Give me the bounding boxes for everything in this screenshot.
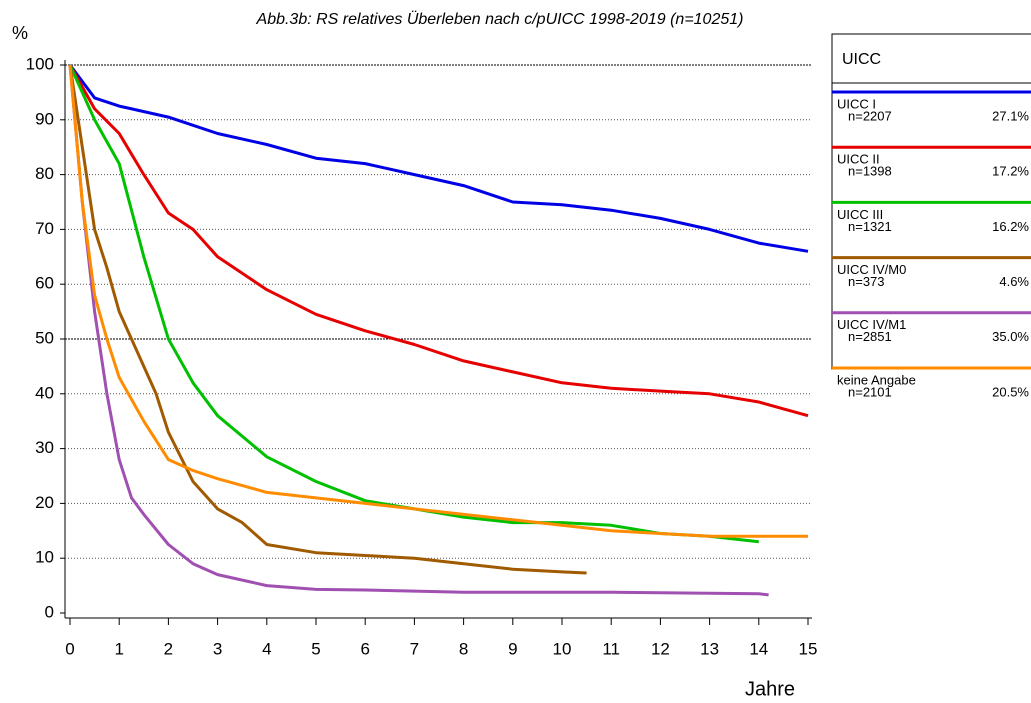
x-tick-label: 4 [262,639,271,658]
x-tick-label: 0 [65,639,74,658]
x-tick-label: 10 [553,639,572,658]
y-tick-label: 80 [35,164,54,183]
legend-count: n=2101 [848,384,892,399]
y-tick-label: 10 [35,548,54,567]
y-tick-label: 100 [26,54,54,73]
series-line [68,64,587,575]
y-tick-label: 50 [35,328,54,347]
legend-share: 35.0% [992,329,1029,344]
legend-share: 4.6% [999,274,1029,289]
x-tick-label: 5 [311,639,320,658]
x-tick-label: 2 [164,639,173,658]
y-tick-label: 20 [35,493,54,512]
legend-share: 20.5% [992,384,1029,399]
x-axis-label: Jahre [745,678,795,700]
legend-label: keine Angabe [837,372,916,387]
series-line [68,64,808,538]
y-tick-label: 60 [35,274,54,293]
legend-label: UICC III [837,207,883,222]
legend-count: n=1321 [848,219,892,234]
y-axis-label: % [12,23,28,43]
y-tick-label: 70 [35,219,54,238]
y-tick-label: 40 [35,383,54,402]
legend-label: UICC IV/M0 [837,262,906,277]
y-tick-label: 0 [45,602,54,621]
legend-label: UICC I [837,96,876,111]
x-tick-label: 13 [700,639,719,658]
legend-count: n=2207 [848,108,892,123]
legend-share: 16.2% [992,219,1029,234]
series-line [68,64,809,418]
x-tick-label: 3 [213,639,222,658]
legend-share: 27.1% [992,108,1029,123]
x-tick-label: 15 [799,639,818,658]
y-tick-label: 90 [35,109,54,128]
series-line [68,64,769,597]
series-line [68,64,809,253]
x-tick-label: 14 [749,639,768,658]
legend-share: 17.2% [992,164,1029,179]
legend-label: UICC II [837,152,880,167]
series-line [68,64,759,544]
chart-title: Abb.3b: RS relatives Überleben nach c/pU… [256,10,744,28]
legend-label: UICC IV/M1 [837,317,906,332]
x-tick-label: 11 [602,639,620,658]
x-tick-label: 12 [651,639,670,658]
legend-count: n=373 [848,274,885,289]
x-tick-label: 9 [508,639,517,658]
legend-title: UICC [842,51,881,68]
x-tick-label: 8 [459,639,468,658]
x-tick-label: 6 [360,639,369,658]
x-tick-label: 1 [114,639,123,658]
legend-count: n=2851 [848,329,892,344]
x-tick-label: 7 [410,639,419,658]
legend-count: n=1398 [848,164,892,179]
y-tick-label: 30 [35,438,54,457]
